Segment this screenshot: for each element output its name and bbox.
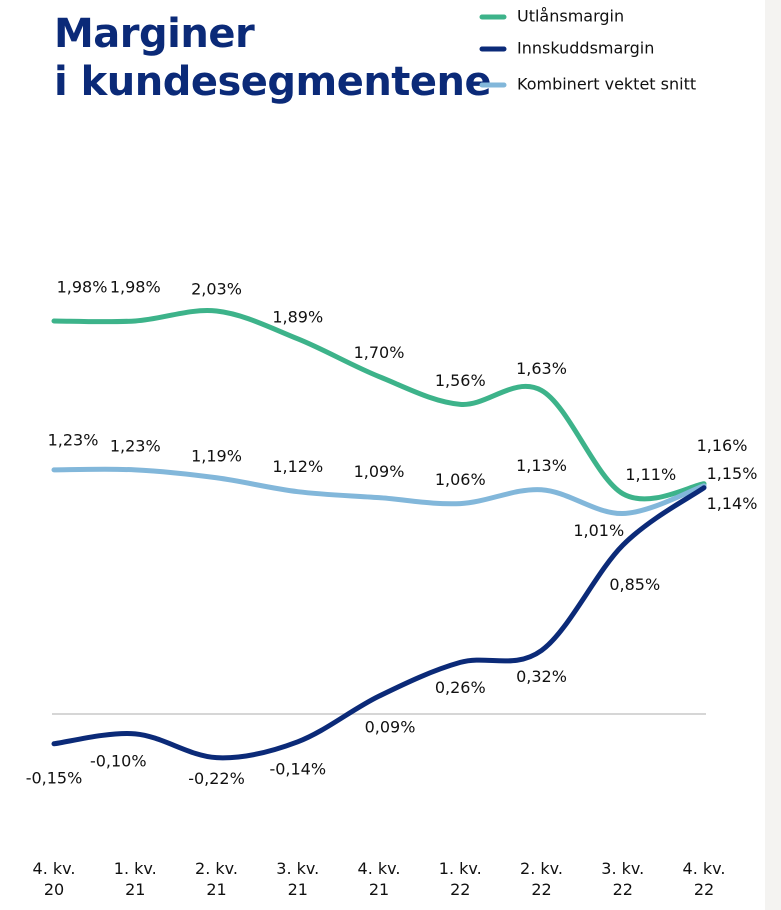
x-tick-label: 4. kv. 20 <box>32 859 76 899</box>
data-label: 1,63% <box>516 359 567 378</box>
data-label: 0,85% <box>609 575 660 594</box>
legend-label: Innskuddsmargin <box>517 39 654 58</box>
data-label: 1,06% <box>435 470 486 489</box>
data-label: 1,15% <box>707 464 758 483</box>
x-tick-label: 3. kv. 21 <box>276 859 320 899</box>
x-tick-label: 2. kv. 22 <box>520 859 563 899</box>
line <box>51 308 707 502</box>
data-label: 1,01% <box>573 521 624 540</box>
data-label: -0,10% <box>90 751 147 770</box>
data-label: 1,14% <box>707 494 758 513</box>
data-label: -0,14% <box>269 759 326 778</box>
x-tick-label: 3. kv. 22 <box>601 859 645 899</box>
data-label: -0,22% <box>188 769 245 788</box>
data-label: -0,15% <box>26 768 83 787</box>
data-label: 1,89% <box>272 307 323 326</box>
x-tick-label: 4. kv. 21 <box>357 859 401 899</box>
data-label: 1,16% <box>697 436 748 455</box>
data-label: 1,98% <box>57 277 108 296</box>
data-label: 2,03% <box>191 280 242 299</box>
data-label: 1,23% <box>110 436 161 455</box>
data-label: 1,09% <box>354 462 405 481</box>
data-label: 0,32% <box>516 667 567 686</box>
data-label: 1,11% <box>625 465 676 484</box>
x-tick-label: 1. kv. 22 <box>438 859 482 899</box>
line <box>51 466 707 517</box>
data-label: 1,70% <box>354 343 405 362</box>
data-label: 1,56% <box>435 371 486 390</box>
data-label: 1,19% <box>191 446 242 465</box>
x-tick-label: 1. kv. 21 <box>113 859 157 899</box>
legend-label: Utlånsmargin <box>517 7 624 26</box>
line <box>51 485 707 761</box>
data-label: 0,09% <box>365 718 416 737</box>
x-tick-label: 4. kv. 22 <box>682 859 726 899</box>
data-label: 1,13% <box>516 456 567 475</box>
data-label: 0,26% <box>435 678 486 697</box>
data-label: 1,12% <box>272 457 323 476</box>
side-strip <box>765 0 781 910</box>
data-label: 1,98% <box>110 277 161 296</box>
data-label: 1,23% <box>48 430 99 449</box>
x-tick-label: 2. kv. 21 <box>195 859 238 899</box>
chart-title: Marginer i kundesegmentene <box>54 11 492 105</box>
legend-label: Kombinert vektet snitt <box>517 75 696 94</box>
